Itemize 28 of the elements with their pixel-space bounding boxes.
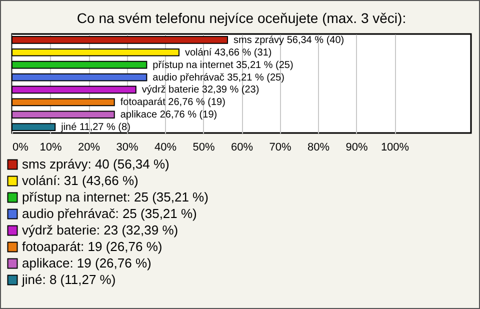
- data-label: přístup na internet 35,21 % (25): [152, 60, 294, 71]
- x-tick-label: 50%: [192, 142, 215, 154]
- legend-label: fotoaparát: 19 (26,76 %): [22, 239, 162, 254]
- data-label: výdrž baterie 32,39 % (23): [142, 84, 260, 96]
- data-label: volání 43,66 % (31): [185, 47, 272, 58]
- legend-label: výdrž baterie: 23 (32,39 %): [22, 222, 178, 238]
- legend-label: přístup na internet: 25 (35,21 %): [22, 190, 208, 204]
- legend-label: audio přehrávač: 25 (35,21 %): [22, 206, 197, 221]
- legend-label: volání: 31 (43,66 %): [22, 173, 138, 188]
- x-tick-label: 60%: [230, 142, 254, 154]
- data-label: fotoaparát 26,76 % (19): [120, 97, 226, 108]
- x-tick-label: 10%: [40, 142, 62, 154]
- x-tick-label: 70%: [269, 142, 292, 154]
- data-label: sms zprávy 56,34 % (40): [234, 34, 344, 46]
- x-tick-label: 80%: [307, 142, 330, 154]
- x-tick-label: 30%: [116, 142, 138, 154]
- legend-label: aplikace: 19 (26,76 %): [22, 256, 152, 270]
- x-tick-label: 40%: [154, 142, 177, 154]
- data-label: aplikace 26,76 % (19): [120, 110, 218, 121]
- chart-title: Co na svém telefonu nejvíce oceňujete (max. 3 věci):: [76, 10, 406, 26]
- x-tick-label: 0%: [12, 142, 29, 154]
- x-tick-label: 20%: [78, 142, 100, 154]
- data-label: jiné 11,27 % (8): [60, 122, 130, 134]
- legend-label: jiné: 8 (11,27 %): [21, 272, 116, 287]
- data-label: audio přehrávač 35,21 % (25): [152, 72, 284, 84]
- x-tick-label: 90%: [346, 142, 368, 154]
- x-tick-label: 100%: [380, 142, 410, 154]
- legend-label: sms zprávy: 40 (56,34 %): [22, 156, 170, 172]
